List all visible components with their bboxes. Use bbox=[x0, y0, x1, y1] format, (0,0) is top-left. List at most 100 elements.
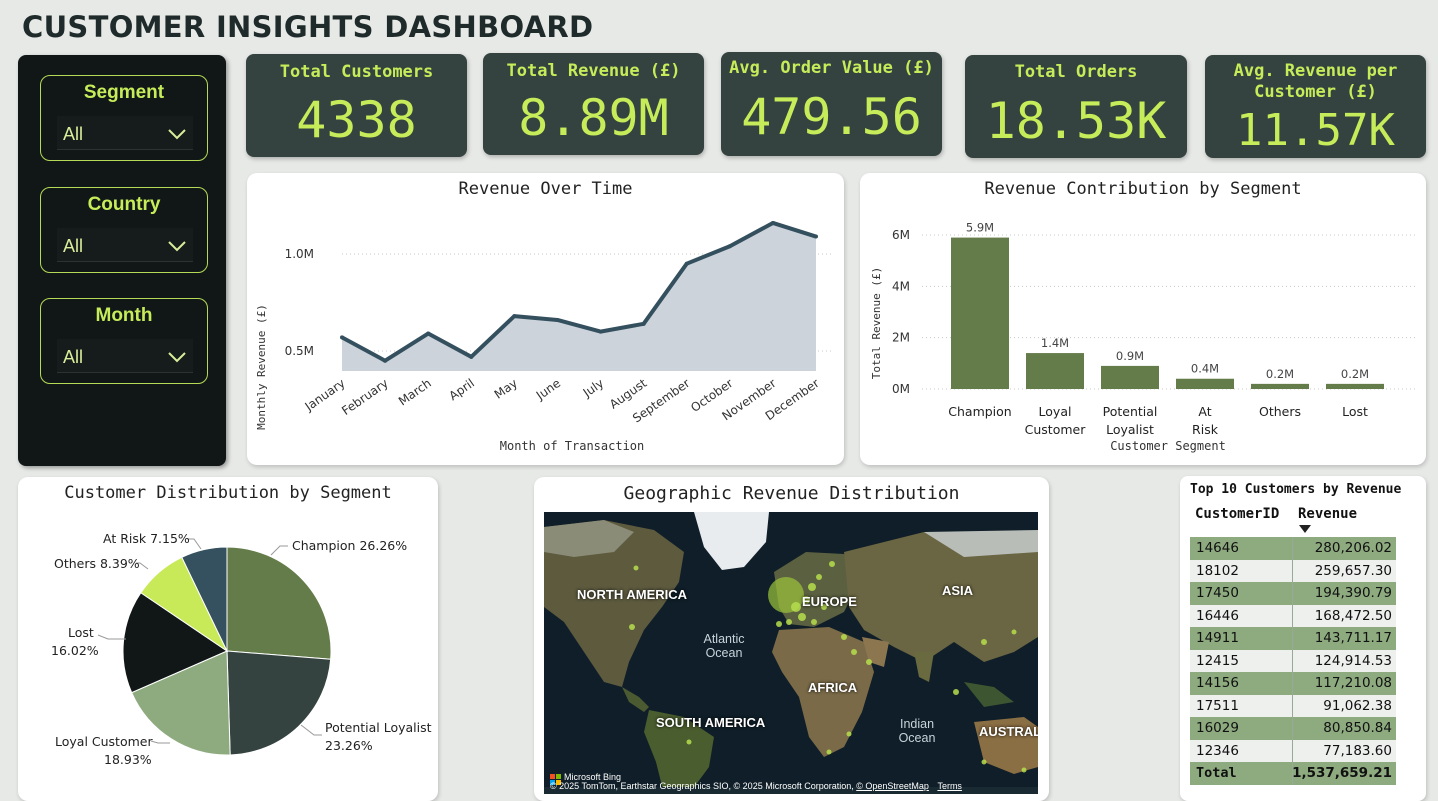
country-dropdown-value: All bbox=[63, 236, 84, 256]
pie-slice-lost bbox=[122, 592, 229, 694]
table-row[interactable]: 17450 194,390.79 bbox=[1190, 582, 1396, 605]
bar-data-label: 5.9M bbox=[966, 221, 994, 235]
revenue-point bbox=[555, 317, 560, 322]
pie-label-champion: Champion 26.26% bbox=[292, 538, 407, 553]
segment-slicer-label: Segment bbox=[83, 82, 165, 103]
kpi-label: Total Customers bbox=[279, 62, 434, 82]
leader-line bbox=[187, 538, 202, 550]
x-tick-label: Customer bbox=[1025, 422, 1087, 437]
y-tick-label: 0M bbox=[892, 382, 910, 396]
revenue-cell: 80,850.84 bbox=[1323, 720, 1392, 736]
chevron-down-icon bbox=[168, 241, 186, 252]
revenue-line bbox=[341, 220, 817, 363]
column-header-revenue[interactable]: Revenue bbox=[1298, 506, 1358, 522]
x-tick-label: Others bbox=[1259, 404, 1301, 419]
pie-label-lost: Lost 16.02% bbox=[51, 625, 99, 658]
y-tick-label: 1.0M bbox=[285, 247, 314, 261]
filter-panel: Segment All Country All Month All bbox=[18, 55, 226, 466]
attribution-text: © 2025 TomTom, Earthstar Geographics SIO… bbox=[550, 781, 854, 791]
map-label-south-america: SOUTH AMERICA bbox=[656, 715, 766, 730]
column-divider bbox=[1292, 649, 1293, 672]
x-tick-label: Potential bbox=[1103, 404, 1158, 419]
kpi-avg-revenue-per-customer: Avg. Revenue per Customer (£) 11.57K bbox=[1205, 55, 1426, 158]
y-axis-label: Total Revenue (£) bbox=[870, 267, 883, 380]
kpi-label: Avg. Revenue per Customer (£) bbox=[1233, 61, 1398, 102]
chart-title: Geographic Revenue Distribution bbox=[623, 483, 960, 504]
table-row[interactable]: 18102 259,657.30 bbox=[1190, 559, 1396, 582]
kpi-value: 8.89M bbox=[518, 89, 669, 147]
revenue-point bbox=[814, 234, 818, 239]
chart-title: Revenue Over Time bbox=[458, 179, 633, 199]
map-label-australia: AUSTRAL bbox=[979, 724, 1038, 739]
chevron-down-icon bbox=[168, 352, 186, 363]
table-row[interactable]: 14646 280,206.02 bbox=[1190, 537, 1396, 560]
month-dropdown-value: All bbox=[63, 347, 84, 367]
kpi-avg-order-value: Avg. Order Value (£) 479.56 bbox=[721, 52, 942, 156]
column-header-customerid[interactable]: CustomerID bbox=[1195, 506, 1280, 522]
column-divider bbox=[1292, 582, 1293, 605]
segment-slicer: Segment All bbox=[40, 75, 208, 161]
customer-id-cell: 16029 bbox=[1196, 720, 1239, 736]
y-tick-label: 0.5M bbox=[285, 344, 314, 358]
table-row[interactable]: 17511 91,062.38 bbox=[1190, 694, 1396, 717]
x-tick-label: Loyal bbox=[1039, 404, 1072, 419]
dashboard-title: CUSTOMER INSIGHTS DASHBOARD bbox=[22, 10, 594, 44]
table-row[interactable]: 14156 117,210.08 bbox=[1190, 672, 1396, 695]
revenue-cell: 143,711.17 bbox=[1314, 630, 1392, 646]
x-tick-label: Risk bbox=[1192, 422, 1219, 437]
y-axis-label: Monthly Revenue (£) bbox=[255, 304, 268, 430]
map-label-atlantic-ocean: Atlantic Ocean bbox=[703, 632, 745, 660]
bar-data-label: 0.2M bbox=[1341, 367, 1369, 381]
table-row[interactable]: 12415 124,914.53 bbox=[1190, 649, 1396, 672]
column-divider bbox=[1292, 559, 1293, 582]
y-tick-label: 2M bbox=[892, 331, 910, 345]
revenue-cell: 168,472.50 bbox=[1314, 607, 1392, 624]
column-divider bbox=[1292, 694, 1293, 717]
customer-id-cell: 14156 bbox=[1196, 675, 1239, 691]
chevron-down-icon bbox=[168, 129, 186, 140]
segment-dropdown[interactable]: All bbox=[57, 116, 193, 150]
map-label-north-america: NORTH AMERICA bbox=[577, 587, 688, 602]
table-row[interactable]: 16446 168,472.50 bbox=[1190, 604, 1396, 627]
map-attribution: © 2025 TomTom, Earthstar Geographics SIO… bbox=[550, 781, 962, 791]
terms-link[interactable]: Terms bbox=[937, 781, 962, 791]
bar bbox=[1251, 383, 1309, 389]
bar bbox=[1101, 365, 1159, 389]
segment-pie-chart: Champion 26.26% Potential Loyalist 23.26%… bbox=[51, 531, 432, 767]
revenue-point bbox=[469, 354, 474, 359]
month-slicer-label: Month bbox=[95, 305, 153, 326]
pie-label-potential-loyalist: Potential Loyalist 23.26% bbox=[325, 720, 432, 753]
sort-descending-icon bbox=[1299, 525, 1311, 533]
pie-label-at-risk: At Risk 7.15% bbox=[103, 531, 190, 546]
table-row[interactable]: 16029 80,850.84 bbox=[1190, 717, 1396, 740]
column-divider bbox=[1292, 672, 1293, 695]
table-row[interactable]: 14911 143,711.17 bbox=[1190, 627, 1396, 650]
pie-label-loyal-customer: Loyal Customer 18.93% bbox=[55, 734, 153, 767]
kpi-value: 479.56 bbox=[741, 88, 922, 146]
world-map[interactable]: NORTH AMERICA EUROPE ASIA AFRICA SOUTH A… bbox=[544, 512, 1038, 794]
customer-id-cell: 14911 bbox=[1196, 630, 1239, 646]
revenue-point bbox=[340, 335, 344, 340]
bar bbox=[951, 237, 1009, 389]
customer-id-cell: 17450 bbox=[1196, 585, 1239, 601]
month-dropdown[interactable]: All bbox=[57, 339, 193, 373]
x-tick-label: June bbox=[533, 376, 563, 403]
chart-title: Revenue Contribution by Segment bbox=[984, 179, 1302, 199]
revenue-area bbox=[342, 222, 816, 371]
bar-data-label: 1.4M bbox=[1041, 336, 1069, 350]
revenue-over-time-card: Revenue Over Time Monthly Revenue (£) Mo… bbox=[247, 173, 844, 465]
column-divider bbox=[1292, 762, 1293, 785]
world-map-graphic bbox=[544, 512, 1038, 794]
bar bbox=[1176, 378, 1234, 389]
osm-link[interactable]: © OpenStreetMap bbox=[856, 781, 929, 791]
bar bbox=[1026, 353, 1084, 389]
revenue-bar-chart: Total Revenue (£) Customer Segment 0M 2M 4… bbox=[870, 221, 1415, 453]
x-tick-label: At bbox=[1198, 404, 1211, 419]
revenue-point bbox=[727, 244, 732, 249]
country-dropdown[interactable]: All bbox=[57, 228, 193, 262]
table-row[interactable]: 12346 77,183.60 bbox=[1190, 739, 1396, 762]
map-label-europe: EUROPE bbox=[802, 594, 857, 609]
kpi-total-revenue: Total Revenue (£) 8.89M bbox=[483, 53, 704, 155]
revenue-point bbox=[426, 331, 431, 336]
leader-line bbox=[270, 545, 288, 556]
